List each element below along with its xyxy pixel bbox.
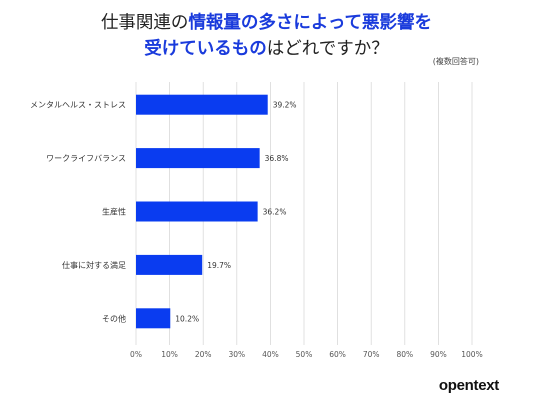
title-part-1: 仕事関連の (100, 13, 189, 33)
category-label: ワークライフバランス (46, 154, 126, 163)
x-tick-label: 60% (329, 350, 346, 359)
chart-title: 仕事関連の情報量の多さによって悪影響を 受けているものはどれですか？ (0, 10, 533, 62)
category-label: メンタルヘルス・ストレス (30, 101, 126, 110)
bar (136, 308, 171, 329)
value-label: 36.8% (265, 154, 289, 163)
x-tick-label: 80% (396, 350, 413, 359)
multiple-answer-note: (複数回答可) (432, 57, 479, 66)
category-label: 生産性 (102, 207, 126, 217)
x-tick-label: 70% (363, 350, 380, 359)
bar (136, 94, 268, 115)
title-part-2: はどれですか？ (266, 39, 389, 59)
bar (136, 201, 258, 222)
x-tick-label: 20% (195, 350, 212, 359)
opentext-logo: opentext (438, 377, 499, 394)
value-label: 10.2% (175, 314, 199, 323)
x-tick-label: 0% (130, 350, 142, 359)
title-line-1: 仕事関連の情報量の多さによって悪影響を (0, 10, 533, 36)
bar (136, 254, 203, 275)
x-tick-label: 90% (430, 350, 447, 359)
bar (136, 148, 260, 169)
x-tick-label: 40% (262, 350, 279, 359)
category-label: その他 (102, 313, 126, 323)
title-highlight-2: 受けているもの (144, 39, 267, 59)
title-line-2: 受けているものはどれですか？ (0, 36, 533, 62)
value-label: 19.7% (207, 261, 231, 270)
value-label: 36.2% (263, 208, 287, 217)
x-tick-label: 50% (296, 350, 313, 359)
title-highlight-1: 情報量の多さによって悪影響を (188, 13, 433, 33)
category-label: 仕事に対する満足 (62, 260, 126, 270)
x-tick-label: 30% (228, 350, 245, 359)
x-tick-label: 100% (461, 350, 482, 359)
x-tick-label: 10% (161, 350, 178, 359)
value-label: 39.2% (273, 101, 297, 110)
